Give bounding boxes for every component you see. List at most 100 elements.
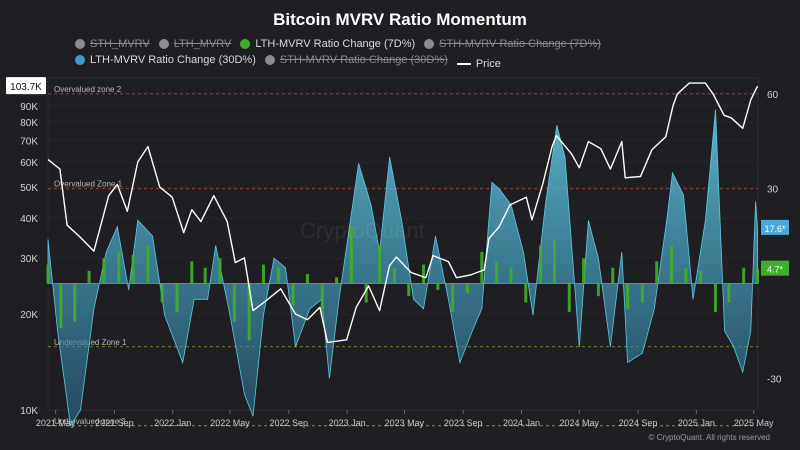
chart-legend: STH_MVRV LTH_MVRV LTH-MVRV Ratio Change (7… (75, 37, 775, 71)
y-left-tick-label: 30K (20, 254, 38, 265)
lth-7d-bar (684, 267, 688, 284)
legend-item-1[interactable]: LTH_MVRV (158, 37, 232, 51)
legend-label: LTH_MVRV (173, 38, 232, 50)
axis-layer: 10K 20K 30K 40K 50K 60K 70K 80K 90K 103.7K 60 30 -30… (6, 77, 789, 428)
lth-7d-bar (451, 283, 455, 312)
x-tick-label: 2024 May (560, 418, 600, 428)
zone-lines: Overvalued zone 2 Overvalued Zone 1 Underv… (48, 85, 758, 427)
legend-item-0[interactable]: STH_MVRV (75, 37, 150, 51)
legend-label: STH_MVRV (90, 38, 150, 50)
lth-7d-bar (349, 226, 353, 284)
lth-7d-bar (46, 264, 50, 284)
lth-7d-bar (626, 283, 630, 309)
lth-7d-bar (102, 258, 106, 284)
legend-item-2[interactable]: LTH-MVRV Ratio Change (7D%) (240, 37, 415, 51)
legend-label: STH-MVRV Ratio Change (7D%) (439, 38, 601, 50)
lth-7d-bar (670, 245, 674, 284)
lth-7d-bar (582, 258, 586, 284)
lth-7d-bar (495, 261, 499, 284)
x-tick-label: 2021 Sep (95, 418, 134, 428)
y-right-tick-label: 30 (767, 185, 779, 196)
x-tick-label: 2023 May (385, 418, 425, 428)
x-tick-label: 2024 Jan (503, 418, 540, 428)
value-badge (761, 219, 789, 235)
lth-7d-bar (305, 274, 309, 284)
y-left-tick-label: 90K (20, 102, 38, 113)
legend-label: STH-MVRV Ratio Change (30D%) (279, 54, 448, 66)
chart-title: Bitcoin MVRV Ratio Momentum (273, 10, 527, 29)
legend-dot-icon (424, 39, 435, 49)
lth-7d-bar (218, 258, 222, 284)
lth-7d-bar (407, 283, 411, 297)
value-badge (761, 260, 789, 276)
x-tick-label: 2023 Sep (444, 418, 483, 428)
lth-7d-bar (655, 261, 659, 284)
lth-7d-bar (203, 267, 207, 284)
y-left-tick-label: 60K (20, 158, 38, 169)
lth-7d-bar (131, 255, 135, 284)
lth-7d-bar (146, 245, 150, 284)
watermark: CryptoQuant (300, 218, 425, 243)
legend-dot-icon (75, 39, 85, 49)
value-badge-label: 4.7* (767, 265, 784, 275)
lth-7d-bar (175, 283, 179, 312)
lth-7d-bar (422, 264, 426, 284)
legend-item-3[interactable]: STH-MVRV Ratio Change (7D%) (424, 37, 601, 51)
legend-dot-icon (240, 39, 251, 49)
lth-7d-bar (567, 283, 571, 312)
legend-item-6[interactable]: Price (456, 57, 501, 71)
lth-7d-bar (73, 283, 77, 322)
lth-7d-bar (756, 268, 760, 284)
lth-7d-bar (232, 283, 236, 322)
y-right-tick-label: 60 (767, 90, 779, 101)
y-left-tick-label: 50K (20, 183, 38, 194)
legend-dot-icon (75, 55, 85, 65)
lth-7d-bar (466, 283, 470, 294)
legend-line-icon (456, 63, 471, 65)
legend-label: LTH-MVRV Ratio Change (30D%) (90, 54, 256, 66)
lth-7d-bar (727, 283, 731, 303)
y-right-tick-label: -30 (767, 374, 782, 385)
lth-7d-bar (117, 251, 121, 284)
lth-7d-bar (436, 283, 440, 290)
lth-7d-bar (524, 283, 528, 303)
lth-7d-bar (539, 245, 543, 284)
lth-7d-bars (46, 226, 760, 341)
zone-label: Undervalued zone 2 (54, 417, 126, 426)
lth-7d-bar (160, 283, 164, 303)
credit-text: © CryptoQuant. All rights reserved (648, 433, 771, 442)
lth-7d-bar (378, 245, 382, 284)
lth-7d-bar (699, 270, 703, 284)
legend-item-5[interactable]: STH-MVRV Ratio Change (30D%) (264, 53, 448, 67)
lth-7d-bar (335, 277, 339, 284)
x-tick-label: 2022 May (210, 418, 250, 428)
lth-7d-bar (611, 267, 615, 284)
lth-7d-bar (320, 283, 324, 316)
y-left-tick-label: 10K (20, 406, 38, 417)
value-badge-label: 17.6* (764, 224, 786, 234)
lth-30d-area-path (47, 109, 758, 427)
lth-7d-bar (364, 283, 368, 303)
y-left-tick-label: 80K (20, 118, 38, 129)
price-line-layer (47, 82, 759, 344)
lth-7d-bar (190, 261, 194, 284)
zone-label: Overvalued Zone 1 (54, 180, 123, 189)
zone-label: Overvalued zone 2 (54, 85, 122, 94)
x-tick-label: 2025 Jan (678, 418, 715, 428)
lth-7d-bar (291, 283, 295, 306)
lth-7d-bar (261, 264, 265, 284)
legend-item-4[interactable]: LTH-MVRV Ratio Change (30D%) (75, 53, 256, 67)
legend-dot-icon (264, 55, 275, 65)
legend-dot-icon (158, 39, 169, 49)
x-tick-label: 2025 May (734, 418, 774, 428)
lth-7d-bar (552, 239, 556, 284)
lth-7d-bar (247, 283, 251, 341)
y-left-tick-label: 40K (20, 214, 38, 225)
lth-7d-bar (640, 283, 644, 303)
current-price-label: 103.7K (10, 82, 42, 93)
y-left-tick-label: 20K (20, 310, 38, 321)
lth-7d-bar (276, 267, 280, 284)
grid-layer (47, 77, 759, 411)
lth-7d-bar (509, 267, 513, 284)
